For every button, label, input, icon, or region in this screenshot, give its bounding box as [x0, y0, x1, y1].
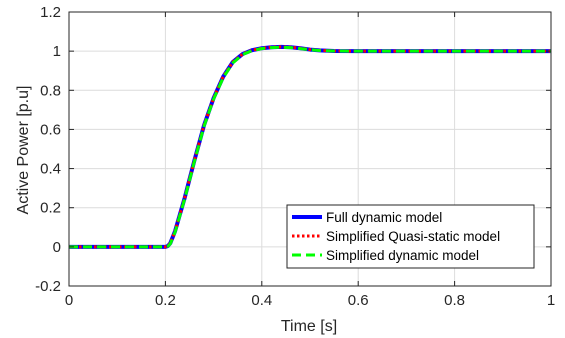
y-tick-label: 1	[53, 43, 61, 60]
y-axis-label: Active Power [p.u]	[15, 86, 32, 215]
legend-label-2: Simplified Quasi-static model	[326, 229, 500, 244]
y-tick-label: 0.4	[40, 161, 61, 178]
series-line-3	[69, 45, 551, 249]
x-tick-label: 0.4	[251, 292, 272, 309]
x-tick-label: 0.6	[348, 292, 369, 309]
y-tick-label: 0.2	[40, 200, 61, 217]
axis-ticks: 0 0.2 0.4 0.6 0.8 1-0.200.20.40.60.811.2	[35, 4, 555, 309]
x-tick-label: 1	[547, 292, 555, 309]
x-axis-label: Time [s]	[281, 318, 337, 335]
series-line-2	[69, 45, 551, 249]
y-tick-label: 0	[53, 239, 61, 256]
x-tick-label: 0.8	[444, 292, 465, 309]
y-tick-label: 0.8	[40, 82, 61, 99]
legend-box	[286, 204, 535, 269]
series-layer	[69, 44, 551, 249]
legend-label-1: Full dynamic model	[326, 210, 442, 225]
plot-area-frame	[68, 11, 552, 287]
y-tick-label: -0.2	[35, 278, 61, 295]
legend: Full dynamic model Simplified Quasi-stati…	[286, 204, 535, 269]
legend-label-3: Simplified dynamic model	[326, 248, 479, 263]
x-tick-label: 0.2	[155, 292, 176, 309]
y-tick-label: 0.6	[40, 121, 61, 138]
x-tick-label: 0	[65, 292, 73, 309]
y-tick-label: 1.2	[40, 4, 61, 21]
